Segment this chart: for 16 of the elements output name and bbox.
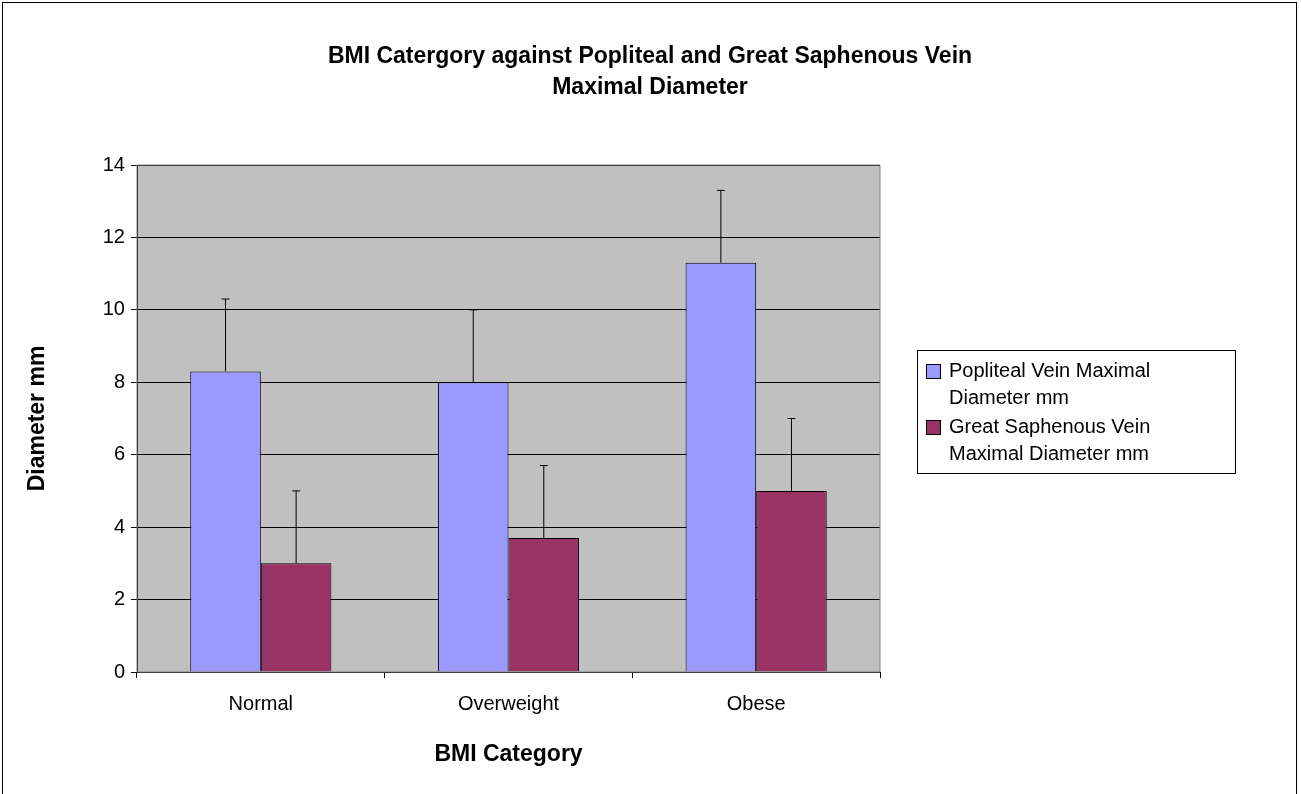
x-axis-title: BMI Category <box>434 739 583 766</box>
y-axis-title: Diameter mm <box>23 345 50 492</box>
legend-label: Popliteal Vein Maximal Diameter mm <box>949 358 1152 410</box>
chart-title: BMI Catergory against Popliteal and Great Saphenous Vein Maximal Diameter <box>326 41 974 101</box>
x-tick-label: Overweight <box>457 691 560 714</box>
y-tick-label: 6 <box>113 442 125 465</box>
x-tick-label: Normal <box>228 691 294 714</box>
y-tick-label: 14 <box>102 152 125 175</box>
y-tick-label: 4 <box>113 514 125 537</box>
x-tick-label: Obese <box>726 691 786 714</box>
y-tick-label: 8 <box>113 369 125 392</box>
y-tick-label: 12 <box>102 224 125 247</box>
y-tick-label: 10 <box>102 297 125 320</box>
y-tick-label: 0 <box>113 659 125 682</box>
y-tick-label: 2 <box>113 587 125 610</box>
legend-label: Great Saphenous Vein Maximal Diameter mm <box>949 414 1152 466</box>
